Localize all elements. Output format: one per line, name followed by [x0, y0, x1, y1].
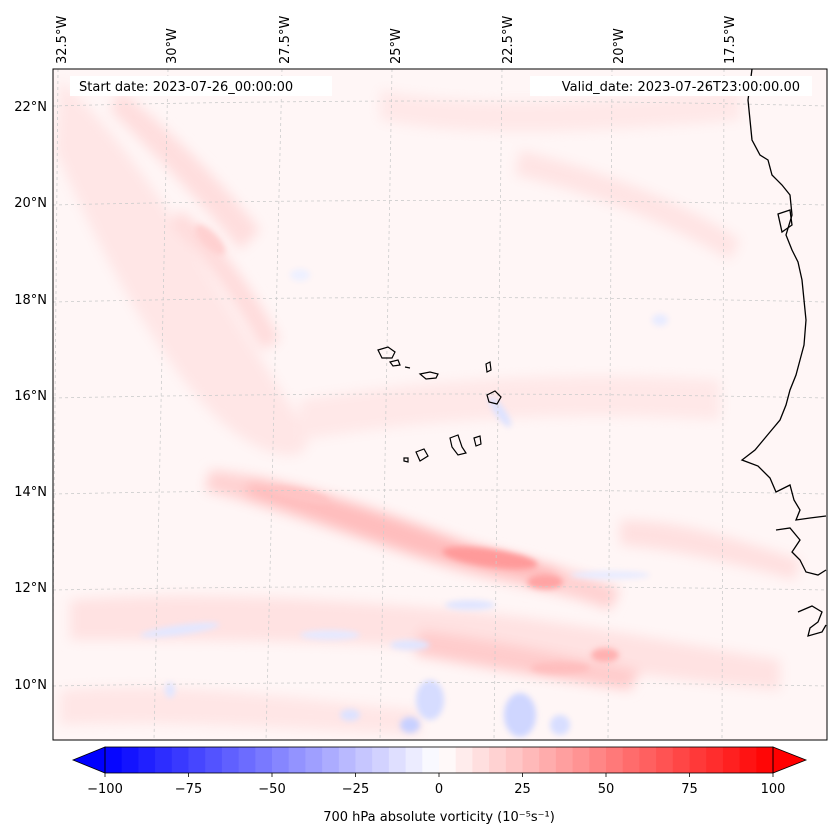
colorbar-cell — [221, 747, 240, 773]
colorbar-max-extend-arrow — [772, 746, 808, 774]
colorbar-cell — [756, 747, 774, 773]
lat-label-14n: 14°N — [14, 485, 47, 500]
lon-label-22-5w: 22.5°W — [501, 16, 516, 64]
cape-verde-islands — [377, 346, 502, 463]
island-sao-vicente — [388, 359, 401, 367]
colorbar-tick-label-0: 0 — [435, 782, 443, 797]
lat-label-22n: 22°N — [14, 100, 47, 115]
colorbar-cell — [372, 747, 390, 773]
lon-label-30w: 30°W — [165, 28, 180, 64]
colorbar-cell — [656, 747, 674, 773]
vorticity-field — [53, 69, 827, 740]
gridlines — [53, 69, 827, 740]
lon-label-27-5w: 27.5°W — [278, 16, 293, 64]
colorbar-cell — [606, 747, 624, 773]
latitude-labels: 22°N 20°N 18°N 16°N 14°N 12°N 10°N — [14, 100, 47, 693]
colorbar-tick-label-neg75: −75 — [175, 782, 202, 797]
colorbar-cell — [121, 747, 139, 773]
island-sal — [485, 361, 492, 373]
colorbar-cell — [205, 747, 223, 773]
island-santa-luzia — [404, 366, 411, 369]
coastline — [740, 69, 827, 637]
lon-label-20w: 20°W — [612, 28, 627, 64]
colorbar-cell — [388, 747, 407, 773]
longitude-labels: 32.5°W 30°W 27.5°W 25°W 22.5°W 20°W 17.5… — [55, 16, 738, 64]
colorbar-tick-label-neg50: −50 — [258, 782, 285, 797]
colorbar-tick-label-50: 50 — [598, 782, 615, 797]
colorbar-cell — [639, 747, 657, 773]
colorbar-cell — [672, 747, 691, 773]
island-fogo — [415, 448, 429, 462]
colorbar-cell — [322, 747, 340, 773]
colorbar-cell — [555, 747, 574, 773]
colorbar-cell — [272, 747, 290, 773]
colorbar-tick-label-neg25: −25 — [342, 782, 369, 797]
colorbar-cell — [589, 747, 607, 773]
colorbar-cell — [622, 747, 640, 773]
colorbar-cell — [171, 747, 190, 773]
start-date-box — [70, 76, 332, 96]
island-boa-vista — [486, 390, 502, 405]
colorbar-tick-label-neg100: −100 — [87, 782, 123, 797]
colorbar-cell — [355, 747, 373, 773]
start-date-text: Start date: 2023-07-26_00:00:00 — [79, 80, 293, 95]
lat-label-12n: 12°N — [14, 581, 47, 596]
colorbar-tick-label-25: 25 — [514, 782, 531, 797]
island-sao-nicolau — [418, 371, 439, 380]
valid-date-box — [530, 76, 812, 96]
colorbar-cell — [522, 747, 540, 773]
lat-label-10n: 10°N — [14, 678, 47, 693]
colorbar-cell — [338, 747, 357, 773]
colorbar-cell — [472, 747, 490, 773]
lon-label-17-5w: 17.5°W — [723, 16, 738, 64]
colorbar-cell — [288, 747, 306, 773]
map-frame — [52, 68, 828, 741]
lon-label-25w: 25°W — [389, 28, 404, 64]
colorbar-cell — [188, 747, 206, 773]
colorbar-cell — [305, 747, 323, 773]
lat-label-20n: 20°N — [14, 196, 47, 211]
colorbar-cell — [138, 747, 156, 773]
island-brava — [403, 457, 409, 463]
colorbar-cell — [572, 747, 590, 773]
lon-label-32-5w: 32.5°W — [55, 16, 70, 64]
colorbar-cell — [155, 747, 173, 773]
island-santo-antao — [377, 346, 396, 359]
colorbar-tick-label-100: 100 — [761, 782, 786, 797]
colorbar-cell — [105, 747, 123, 773]
lat-label-16n: 16°N — [14, 389, 47, 404]
colorbar-cell — [722, 747, 741, 773]
colorbar-cell — [739, 747, 757, 773]
island-santiago — [449, 434, 467, 456]
colorbar-cell — [255, 747, 273, 773]
island-maio — [473, 435, 482, 447]
colorbar-cell — [489, 747, 507, 773]
colorbar-cell — [455, 747, 473, 773]
colorbar-cell — [422, 747, 440, 773]
colorbar-cell — [238, 747, 256, 773]
colorbar-ticks — [104, 773, 774, 777]
colorbar-min-extend-arrow — [71, 746, 106, 774]
colorbar-tick-label-75: 75 — [681, 782, 698, 797]
colorbar-cells — [105, 747, 774, 773]
colorbar-cell — [689, 747, 707, 773]
colorbar-cell — [706, 747, 724, 773]
colorbar-cell — [405, 747, 423, 773]
lat-label-18n: 18°N — [14, 293, 47, 308]
colorbar-cell — [539, 747, 557, 773]
colorbar: −100 −75 −50 −25 0 25 50 75 100 700 hPa … — [71, 746, 808, 825]
colorbar-cell — [505, 747, 524, 773]
colorbar-label: 700 hPa absolute vorticity (10⁻⁵s⁻¹) — [323, 810, 555, 825]
valid-date-text: Valid_date: 2023-07-26T23:00:00.00 — [562, 80, 800, 95]
colorbar-cell — [439, 747, 457, 773]
